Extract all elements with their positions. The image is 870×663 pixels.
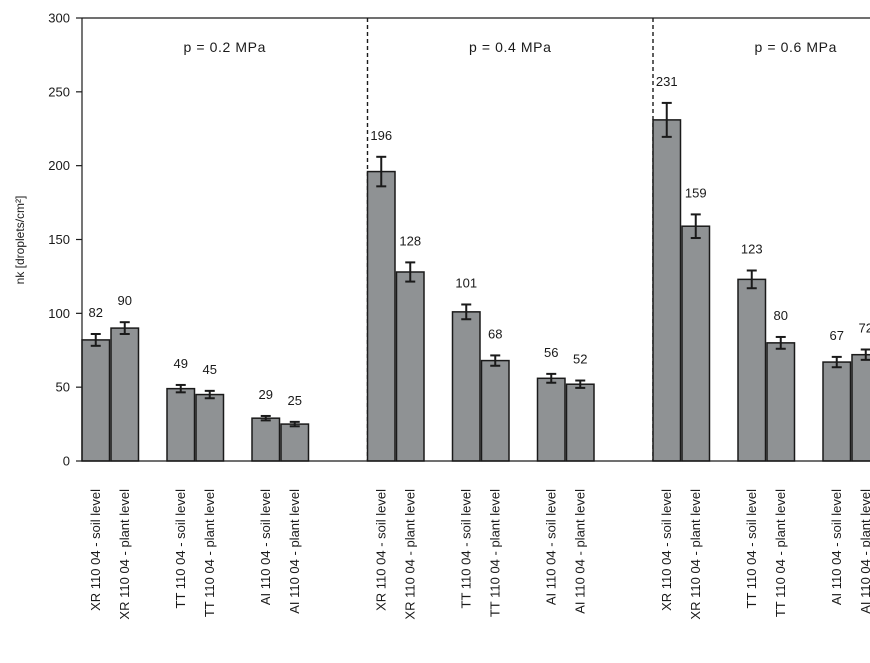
value-label-g1-1: 128 [399,233,421,248]
value-label-g1-2: 101 [455,275,477,290]
bar-g0-1 [110,327,140,462]
y-tick-label-2: 100 [48,306,70,321]
bar-g2-2 [737,278,767,462]
category-label-g0-5: AI 110 04 - plant level [287,489,302,614]
value-label-g0-5: 25 [288,393,302,408]
bar-g2-4 [822,361,852,462]
category-label-g1-2: TT 110 04 - soil level [458,489,473,609]
category-label-g0-0: XR 110 04 - soil level [88,489,103,611]
bar-g2-0 [652,119,682,462]
value-labels: 82 90 49 45 29 25 196 128 101 68 56 52 231 159 123 80 67… [89,74,870,408]
value-label-g2-1: 159 [685,185,707,200]
category-label-g2-2: TT 110 04 - soil level [744,489,759,609]
bar-g1-2 [451,311,481,462]
bar-g0-4 [251,417,281,462]
category-label-g2-4: AI 110 04 - soil level [829,489,844,605]
value-label-g2-4: 67 [830,328,844,343]
category-label-g2-3: TT 110 04 - plant level [773,489,788,617]
value-label-g2-3: 80 [774,308,788,323]
category-label-g0-3: TT 110 04 - plant level [202,489,217,617]
bars [81,119,870,462]
y-tick-label-4: 200 [48,158,70,173]
group-separators [366,18,654,461]
bar-g0-2 [166,387,196,462]
y-axis-label: nk [droplets/cm²] [13,196,27,285]
error-bars [90,101,870,428]
value-label-g0-4: 29 [259,387,273,402]
bar-g2-1 [681,225,711,462]
group-labels: p = 0.2 MPa p = 0.4 MPa p = 0.6 MPa [184,39,837,55]
value-label-g0-3: 45 [203,362,217,377]
y-tick-label-1: 50 [56,380,70,395]
category-label-g2-0: XR 110 04 - soil level [659,489,674,611]
value-label-g2-5: 72 [859,321,870,336]
y-tick-label-6: 300 [48,11,70,26]
category-label-g0-2: TT 110 04 - soil level [173,489,188,609]
group-label-2: p = 0.6 MPa [755,39,837,55]
category-label-g2-1: XR 110 04 - plant level [688,489,703,620]
value-label-g1-5: 52 [573,352,587,367]
value-label-g0-1: 90 [118,293,132,308]
y-axis: 0 50 100 150 200 250 300 [48,11,82,469]
category-label-g0-4: AI 110 04 - soil level [258,489,273,605]
category-label-g1-5: AI 110 04 - plant level [572,489,587,614]
bar-g0-3 [195,393,225,462]
bar-g1-1 [395,271,425,462]
y-tick-label-0: 0 [63,454,70,469]
category-label-g1-3: TT 110 04 - plant level [487,489,502,617]
value-label-g1-0: 196 [370,128,392,143]
category-labels: XR 110 04 - soil level XR 110 04 - plant … [88,489,870,620]
category-label-g0-1: XR 110 04 - plant level [117,489,132,620]
category-label-g2-5: AI 110 04 - plant level [858,489,870,614]
y-tick-label-5: 250 [48,84,70,99]
group-label-1: p = 0.4 MPa [469,39,551,55]
bar-g0-5 [280,423,310,462]
value-label-g2-0: 231 [656,74,678,89]
bar-g1-3 [480,359,510,462]
value-label-g0-2: 49 [174,356,188,371]
category-label-g1-1: XR 110 04 - plant level [402,489,417,620]
value-label-g1-4: 56 [544,345,558,360]
bar-g0-0 [81,339,111,462]
bar-g2-3 [766,342,796,462]
bar-g1-5 [565,383,595,462]
category-label-g1-0: XR 110 04 - soil level [373,489,388,611]
bar-g2-5 [851,353,870,462]
value-label-g2-2: 123 [741,242,763,257]
value-label-g1-3: 68 [488,326,502,341]
y-tick-label-3: 150 [48,232,70,247]
group-label-0: p = 0.2 MPa [184,39,266,55]
category-label-g1-4: AI 110 04 - soil level [543,489,558,605]
value-label-g0-0: 82 [89,305,103,320]
axis-lines [81,17,870,462]
bar-g1-0 [366,170,396,462]
bar-g1-4 [536,377,566,462]
